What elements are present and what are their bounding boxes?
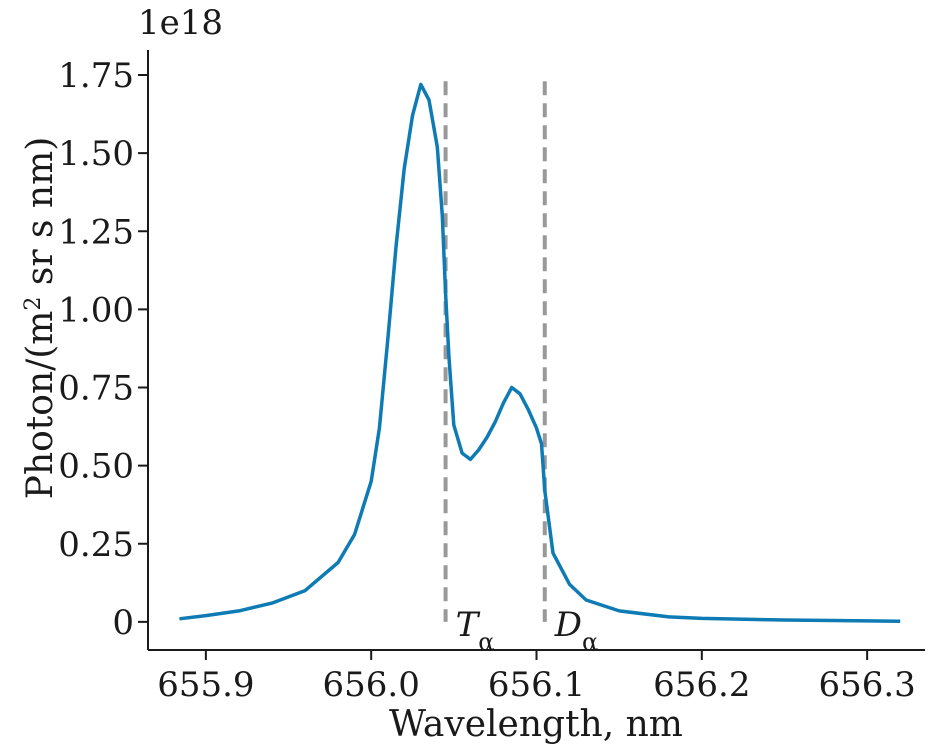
x-axis-ticks: 655.9 656.0 656.1 656.2 656.3 bbox=[157, 650, 916, 705]
marker-label-letter: T bbox=[456, 605, 481, 645]
x-axis-label: Wavelength, nm bbox=[389, 704, 683, 745]
x-tick-label: 655.9 bbox=[157, 665, 254, 705]
marker-lines: Tα Dα bbox=[443, 81, 598, 656]
y-tick-label: 1.25 bbox=[58, 212, 134, 252]
y-tick-label: 0.75 bbox=[58, 369, 134, 409]
y-axis-ticks: 0 0.25 0.50 0.75 1.00 1.25 1.50 1.75 bbox=[58, 56, 148, 643]
y-scale-label: 1e18 bbox=[138, 3, 223, 43]
y-axis-label-rest: sr s nm) bbox=[20, 137, 61, 297]
x-tick-label: 656.3 bbox=[818, 665, 915, 705]
marker-label: Tα bbox=[456, 605, 495, 656]
y-axis-label-main: Photon/(m bbox=[20, 311, 61, 500]
y-tick-label: 0.25 bbox=[58, 525, 134, 565]
y-tick-label: 0 bbox=[112, 603, 134, 643]
x-tick-label: 656.0 bbox=[323, 665, 420, 705]
marker-label-letter: D bbox=[554, 605, 582, 645]
series-line bbox=[179, 82, 901, 624]
y-axis-label: Photon/(m2 sr s nm) bbox=[20, 137, 61, 500]
y-tick-label: 0.50 bbox=[58, 447, 134, 487]
x-tick-label: 656.1 bbox=[488, 665, 585, 705]
y-tick-label: 1.00 bbox=[58, 290, 134, 330]
marker-label-sub: α bbox=[582, 628, 598, 656]
y-tick-label: 1.50 bbox=[58, 134, 134, 174]
y-tick-label: 1.75 bbox=[58, 56, 134, 96]
marker-label: Dα bbox=[554, 605, 598, 656]
marker-label-sub: α bbox=[478, 628, 494, 656]
x-tick-label: 656.2 bbox=[653, 665, 750, 705]
y-axis-label-sup: 2 bbox=[21, 297, 46, 311]
